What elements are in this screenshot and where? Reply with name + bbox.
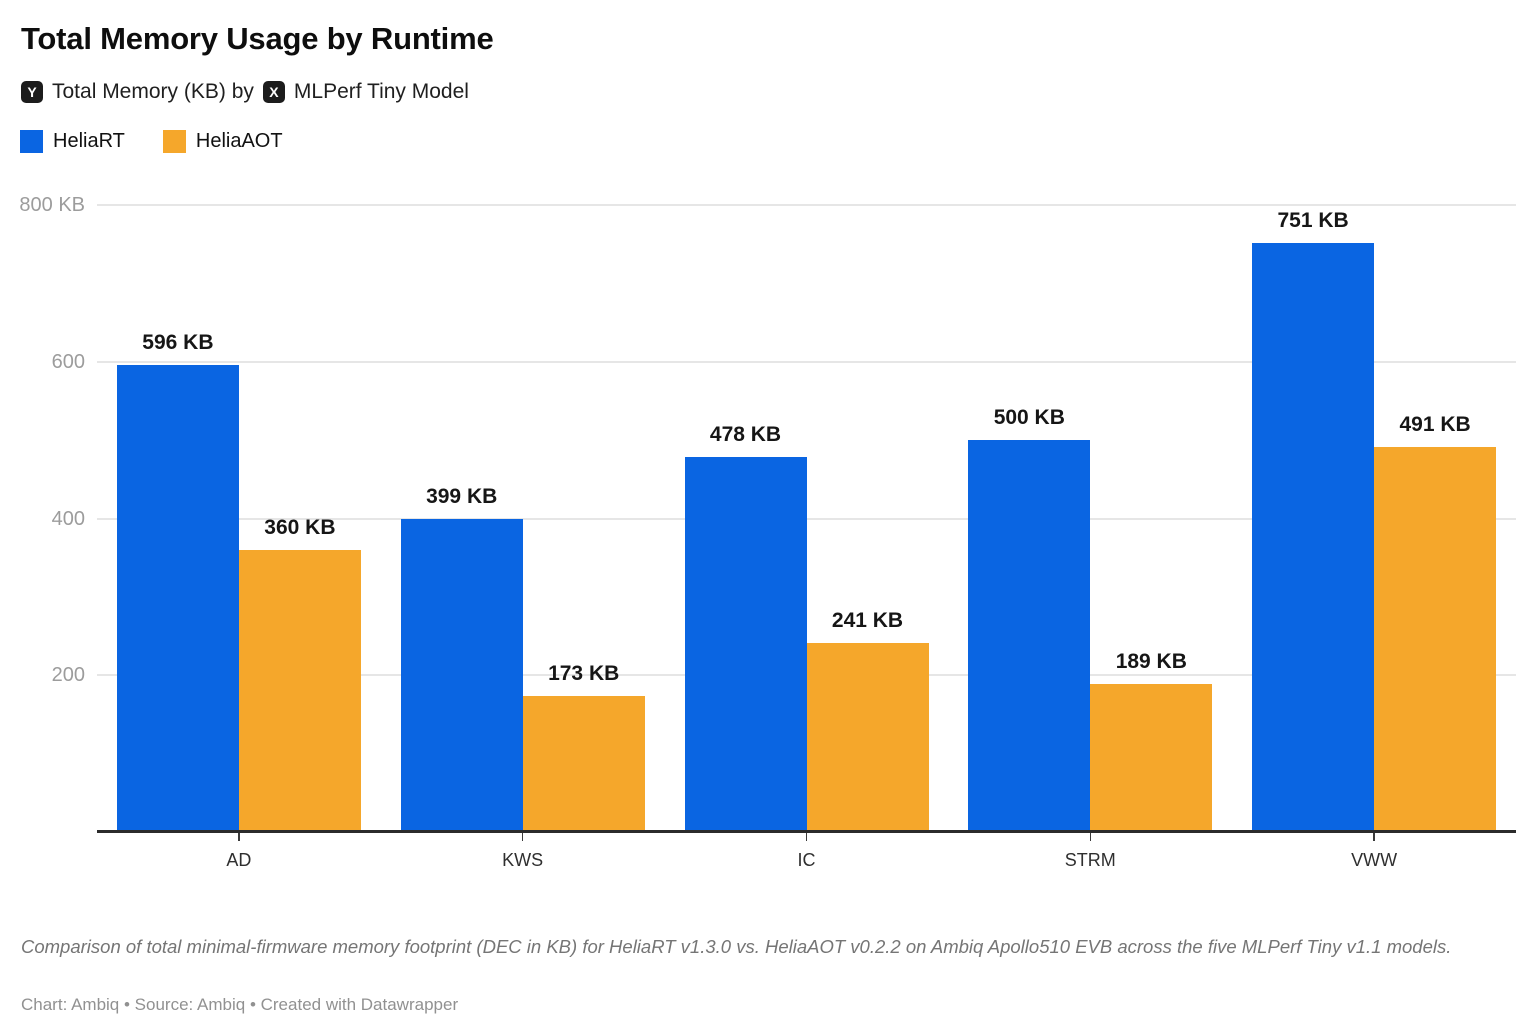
x-axis-badge-icon: X	[262, 81, 285, 103]
chart-footnote: Comparison of total minimal-firmware mem…	[21, 935, 1452, 957]
gridline-600	[97, 360, 1516, 363]
bar-heliart-kws[interactable]	[400, 519, 523, 832]
bar-value-label-heliaaot-vww: 491 KB	[1399, 413, 1471, 437]
legend-label-heliart: HeliaRT	[53, 130, 125, 152]
gridline-800	[97, 204, 1516, 206]
y-axis-badge-icon: Y	[21, 81, 43, 103]
bar-heliart-ic[interactable]	[684, 457, 807, 832]
legend-item-heliart: HeliaRT	[20, 130, 125, 153]
gridline-400	[97, 517, 1516, 520]
bar-heliart-vww[interactable]	[1252, 243, 1375, 832]
bar-heliaaot-strm[interactable]	[1090, 683, 1213, 832]
bar-heliaaot-ic[interactable]	[806, 643, 929, 832]
bar-value-label-heliart-vww: 751 KB	[1277, 209, 1349, 233]
bar-value-label-heliaaot-kws: 173 KB	[548, 662, 620, 686]
x-axis-tick-kws	[521, 833, 524, 841]
subtitle-y-text: Total Memory (KB) by	[52, 80, 254, 103]
legend-label-heliaaot: HeliaAOT	[195, 130, 283, 152]
x-axis-label-strm: STRM	[1064, 850, 1116, 870]
x-axis-label-ic: IC	[797, 850, 816, 870]
bar-value-label-heliart-ic: 478 KB	[709, 423, 782, 447]
legend-swatch-heliaaot	[162, 130, 186, 153]
bar-heliart-ad[interactable]	[116, 364, 239, 832]
legend: HeliaRT HeliaAOT	[20, 130, 1536, 153]
subtitle-x-text: MLPerf Tiny Model	[293, 80, 469, 103]
bar-heliart-strm[interactable]	[968, 440, 1091, 832]
y-axis-tick-label-600: 600	[51, 350, 85, 373]
x-axis-tick-ic	[805, 833, 808, 841]
x-axis-tick-ad	[238, 833, 240, 841]
x-axis-label-vww: VWW	[1351, 850, 1398, 870]
x-axis-line	[97, 830, 1516, 833]
y-axis-tick-label-800: 800 KB	[19, 194, 85, 216]
x-axis-tick-vww	[1373, 833, 1375, 841]
legend-swatch-heliart	[20, 130, 43, 153]
chart-title: Total Memory Usage by Runtime	[21, 21, 494, 56]
bar-value-label-heliaaot-ad: 360 KB	[264, 515, 336, 539]
gridline-200	[97, 674, 1516, 677]
legend-item-heliaaot: HeliaAOT	[162, 130, 283, 153]
bar-heliaaot-vww[interactable]	[1374, 447, 1497, 832]
bar-value-label-heliart-strm: 500 KB	[993, 406, 1065, 430]
y-axis-tick-label-400: 400	[51, 507, 85, 530]
bar-value-label-heliart-ad: 596 KB	[142, 330, 214, 354]
bar-value-label-heliaaot-strm: 189 KB	[1115, 649, 1187, 673]
chart-credit: Chart: Ambiq • Source: Ambiq • Created w…	[21, 995, 459, 1014]
y-axis-tick-label-200: 200	[51, 664, 85, 687]
bar-value-label-heliaaot-ic: 241 KB	[831, 609, 904, 633]
chart-subtitle: Y Total Memory (KB) by X MLPerf Tiny Mod…	[21, 80, 1536, 104]
bar-value-label-heliart-kws: 399 KB	[426, 485, 498, 509]
x-axis-label-kws: KWS	[502, 850, 544, 870]
bar-heliaaot-ad[interactable]	[238, 549, 361, 832]
x-axis-label-ad: AD	[226, 850, 252, 870]
x-axis-tick-strm	[1089, 833, 1092, 841]
bar-heliaaot-kws[interactable]	[522, 696, 645, 832]
